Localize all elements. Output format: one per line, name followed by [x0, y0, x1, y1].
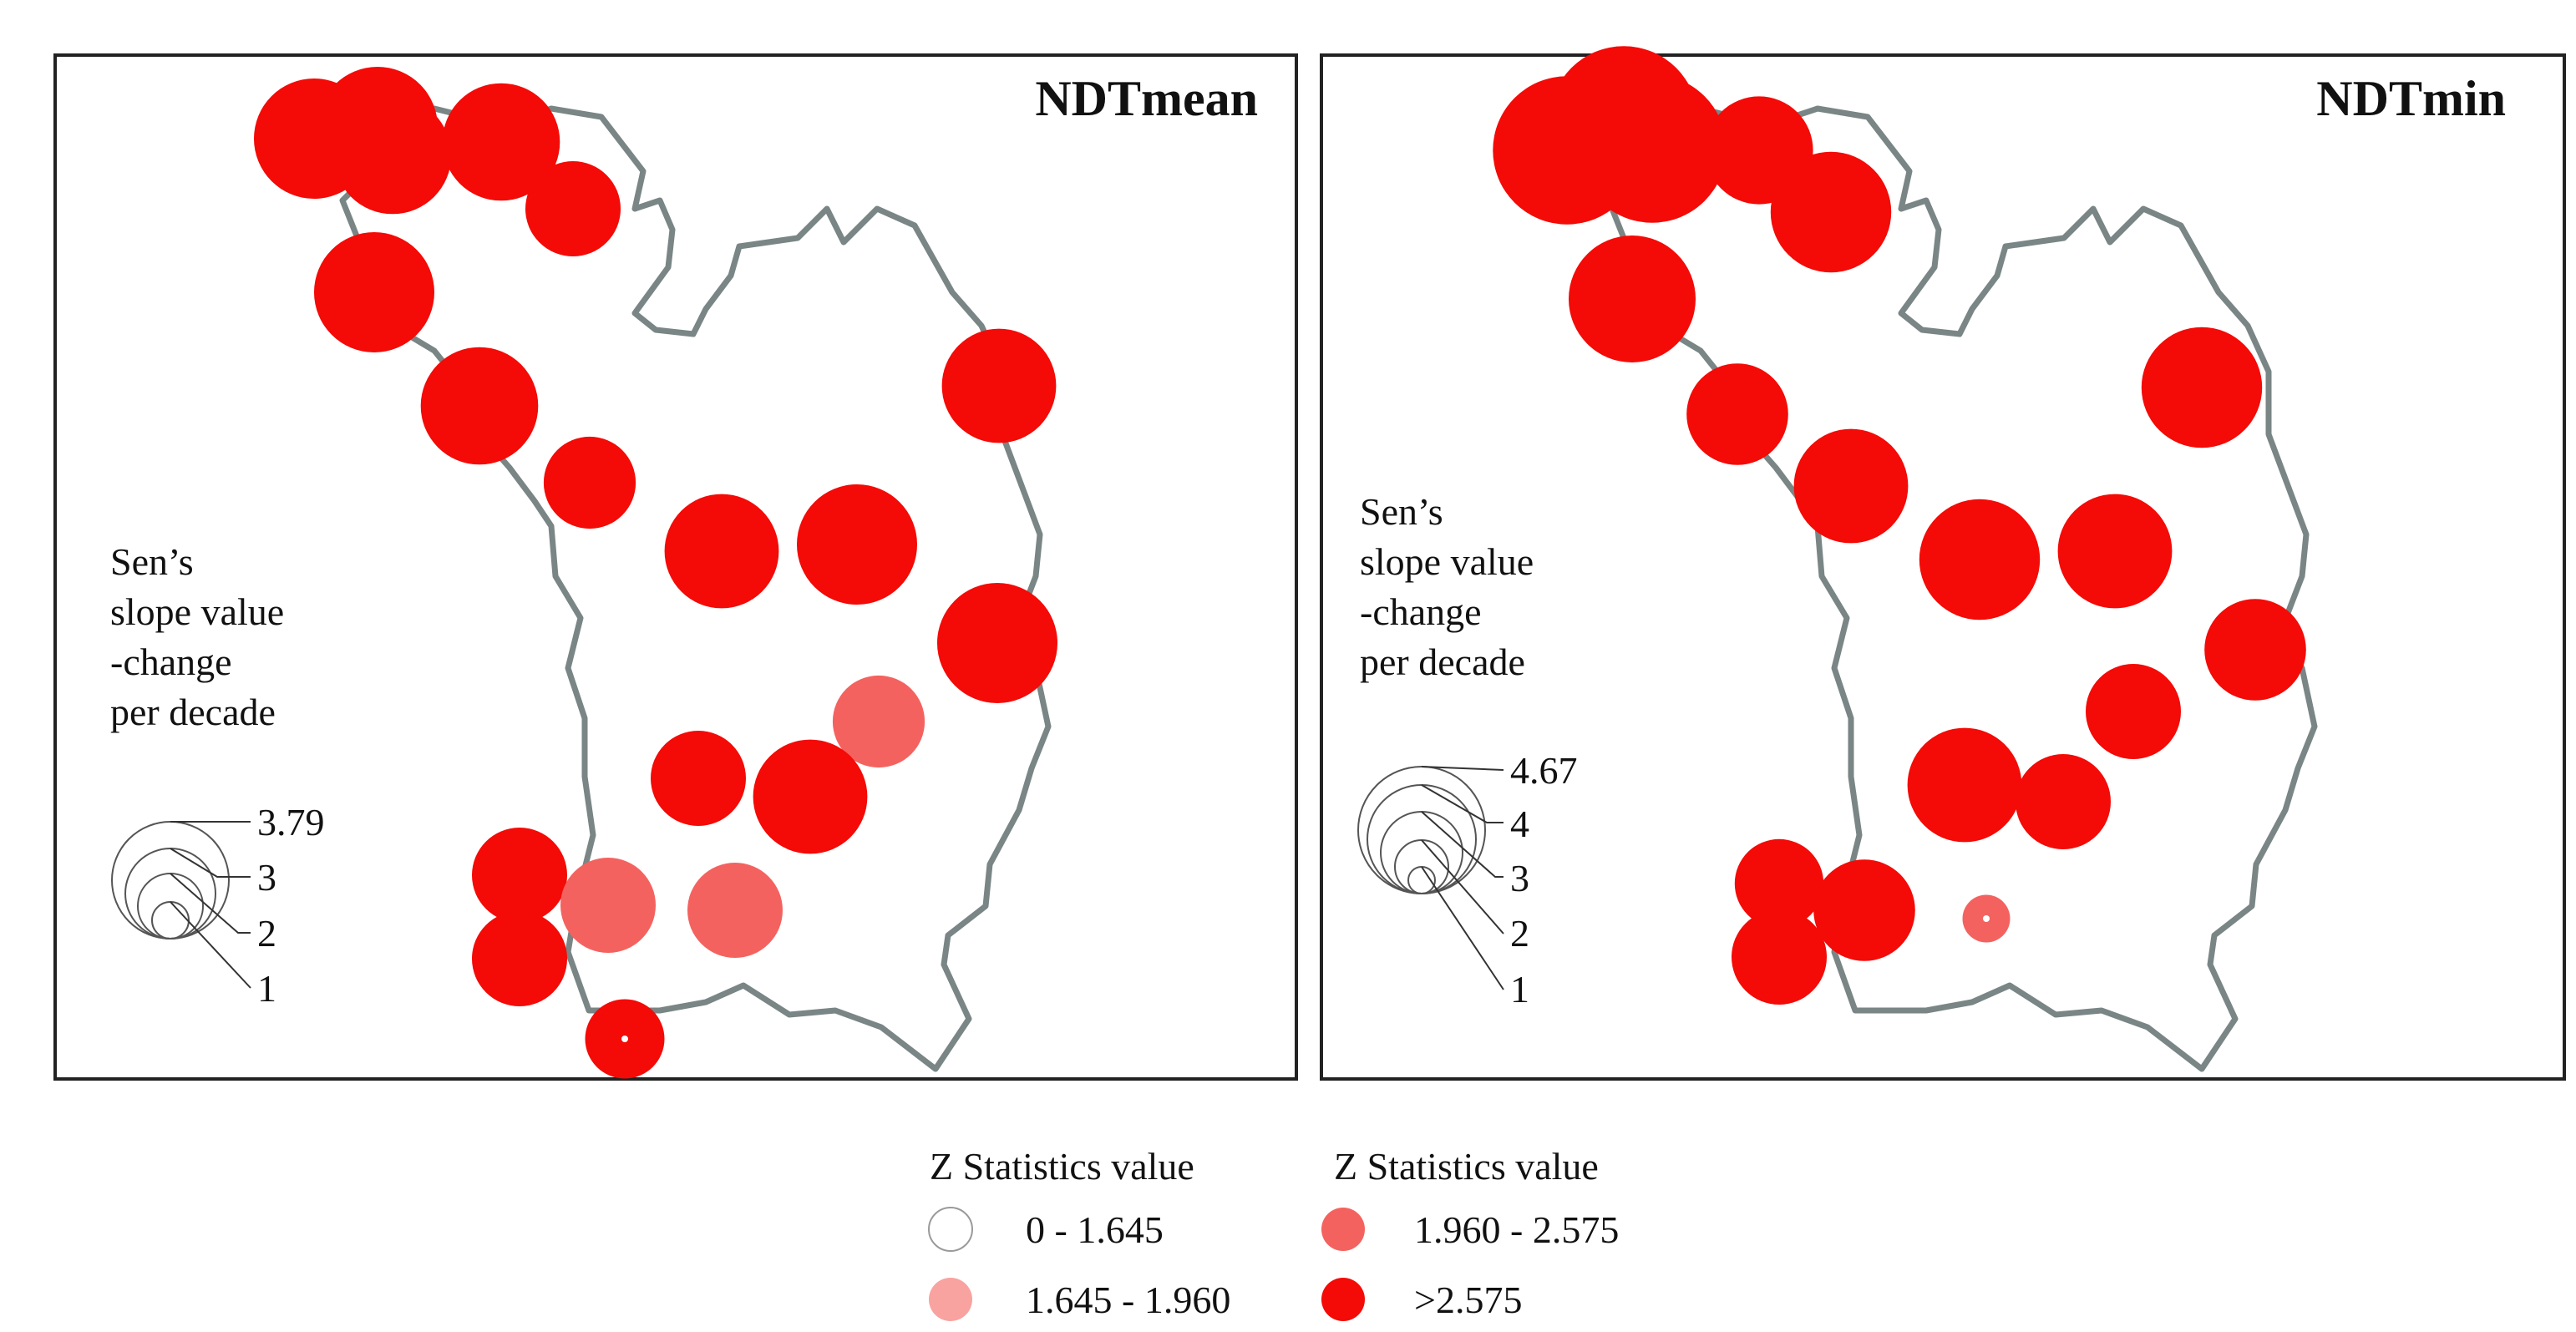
slope-size-legend: 4.67 4 3 2 1 [1357, 749, 1578, 1010]
z-legend-title: Z Statistics value [1334, 1145, 1599, 1188]
station-marker [1813, 859, 1915, 961]
station-marker [525, 161, 621, 256]
size-label: 3 [1510, 857, 1529, 899]
station-marker [936, 582, 1058, 704]
legend-title-line: per decade [110, 691, 276, 733]
station-marker [753, 739, 868, 854]
station-center-dot [1983, 915, 1990, 922]
station-marker [651, 731, 746, 826]
z-legend-title: Z Statistics value [930, 1145, 1194, 1188]
size-label: 2 [1510, 912, 1529, 955]
station-marker [1793, 428, 1909, 544]
leader-line [170, 873, 251, 934]
station-marker [664, 494, 779, 609]
z-class-label: 1.960 - 2.575 [1414, 1208, 1619, 1251]
leader-line [1421, 866, 1504, 990]
legend-title-line: Sen’s [1360, 490, 1443, 533]
slope-legend-title: Sen’s slope value -change per decade [1360, 490, 1534, 683]
leader-line [1421, 766, 1504, 771]
z-class-swatch [1321, 1278, 1365, 1321]
station-marker [333, 96, 452, 215]
station-marker [543, 436, 636, 529]
z-statistics-legend: Z Statistics value Z Statistics value 0 … [928, 1145, 1619, 1321]
size-label: 4 [1510, 803, 1529, 845]
z-class-label: 1.645 - 1.960 [1026, 1279, 1230, 1321]
size-label: 1 [257, 967, 276, 1010]
station-marker [420, 347, 539, 465]
station-marker [1686, 363, 1788, 465]
region-boundary [339, 105, 1052, 1072]
z-class-swatch [929, 1278, 972, 1321]
station-marker [2086, 664, 2181, 759]
z-class-swatch [1321, 1208, 1365, 1251]
station-marker [2204, 599, 2306, 701]
legend-title-line: Sen’s [110, 540, 194, 583]
z-class-swatch [928, 1207, 973, 1252]
station-marker [941, 328, 1057, 443]
station-marker [1569, 236, 1696, 362]
leader-line [1421, 839, 1504, 934]
slope-legend-title: Sen’s slope value -change per decade [110, 540, 284, 733]
panel-title: NDTmean [1035, 71, 1258, 126]
size-label: 3.79 [257, 801, 325, 843]
station-marker [796, 484, 918, 605]
size-label: 4.67 [1510, 749, 1578, 792]
size-label: 3 [257, 856, 276, 899]
station-marker [2057, 494, 2173, 609]
leader-line [1421, 784, 1504, 823]
station-marker [2141, 327, 2263, 448]
leader-line [1421, 811, 1504, 878]
station-marker [1770, 151, 1892, 273]
station-markers [1493, 46, 2306, 1005]
size-label: 1 [1510, 968, 1529, 1010]
panel-ndtmean: NDTmean Sen’s slope value -change per de… [53, 53, 1298, 1081]
panel-title: NDTmin [2316, 71, 2506, 126]
slope-size-legend: 3.79 3 2 1 [111, 801, 325, 1010]
station-marker [472, 828, 567, 923]
station-marker [560, 858, 656, 953]
legend-title-line: slope value [110, 590, 284, 633]
legend-title-line: slope value [1360, 540, 1534, 583]
station-marker [832, 675, 925, 768]
leader-line [170, 848, 251, 878]
region-boundary [1605, 105, 2318, 1072]
station-marker [472, 911, 567, 1006]
station-marker [442, 83, 560, 201]
station-marker [313, 231, 435, 353]
z-class-label: >2.575 [1414, 1279, 1522, 1321]
station-marker [2016, 754, 2111, 849]
station-marker [1734, 838, 1824, 929]
station-center-dot [621, 1036, 628, 1042]
size-label: 2 [257, 912, 276, 955]
station-markers [253, 66, 1058, 1079]
station-marker [1578, 74, 1727, 223]
leader-line [170, 901, 251, 989]
legend-title-line: -change [110, 641, 232, 683]
station-marker [1732, 909, 1827, 1005]
legend-title-line: -change [1360, 590, 1482, 633]
legend-title-line: per decade [1360, 641, 1525, 683]
station-marker [1907, 727, 2022, 843]
station-marker [687, 863, 783, 958]
z-class-label: 0 - 1.645 [1026, 1208, 1164, 1251]
panel-ndtmin: NDTmin Sen’s slope value -change per dec… [1320, 46, 2566, 1081]
station-marker [1919, 499, 2041, 620]
